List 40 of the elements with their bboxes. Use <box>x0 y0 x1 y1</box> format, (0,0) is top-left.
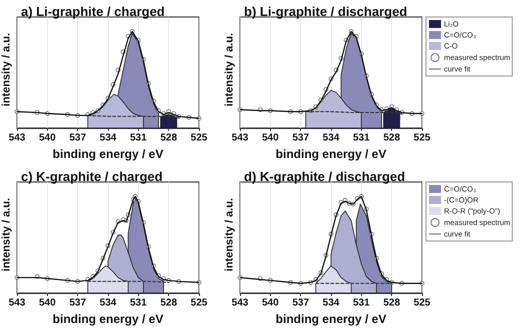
x-tick-label: 528 <box>160 298 178 308</box>
y-axis-title: intensity / a.u. <box>224 32 236 106</box>
x-tick-label: 543 <box>232 298 249 308</box>
x-axis-title: binding energy / eV <box>276 312 386 326</box>
x-axis-title: binding energy / eV <box>52 147 164 161</box>
x-tick-label: 540 <box>38 298 56 308</box>
x-tick-label: 537 <box>292 132 310 144</box>
x-tick-label: 531 <box>352 298 370 308</box>
chart-title: b) Li-graphite / discharged <box>244 4 408 19</box>
x-tick-label: 531 <box>130 298 148 308</box>
x-tick-label: 537 <box>292 298 310 308</box>
x-tick-label: 543 <box>8 298 26 308</box>
x-tick-label: 534 <box>100 132 117 144</box>
x-tick-label: 534 <box>100 298 117 308</box>
x-tick-label: 528 <box>383 132 400 144</box>
x-tick-label: 528 <box>383 298 400 308</box>
x-tick-label: 534 <box>322 298 340 308</box>
y-axis-title: intensity / a.u. <box>0 198 12 272</box>
x-tick-label: 525 <box>414 132 431 144</box>
x-tick-label: 540 <box>38 132 56 144</box>
x-tick-label: 531 <box>352 132 370 144</box>
chart-title: d) K-graphite / discharged <box>244 169 406 184</box>
x-tick-label: 534 <box>322 132 340 144</box>
x-tick-label: 540 <box>262 298 280 308</box>
x-tick-label: 525 <box>190 298 208 308</box>
y-axis-title: intensity / a.u. <box>0 32 12 106</box>
x-axis-title: binding energy / eV <box>52 312 164 326</box>
x-tick-label: 537 <box>69 132 86 144</box>
x-tick-label: 525 <box>414 298 431 308</box>
x-tick-label: 540 <box>262 132 280 144</box>
x-tick-label: 531 <box>130 132 148 144</box>
x-tick-label: 543 <box>8 132 26 144</box>
x-tick-label: 537 <box>69 298 86 308</box>
x-tick-label: 528 <box>160 132 178 144</box>
y-axis-title: intensity / a.u. <box>224 198 236 272</box>
x-axis-title: binding energy / eV <box>276 147 386 161</box>
chart-title: c) K-graphite / charged <box>21 169 163 184</box>
x-tick-label: 525 <box>190 132 208 144</box>
chart-title: a) Li-graphite / charged <box>21 4 165 19</box>
x-tick-label: 543 <box>232 132 249 144</box>
